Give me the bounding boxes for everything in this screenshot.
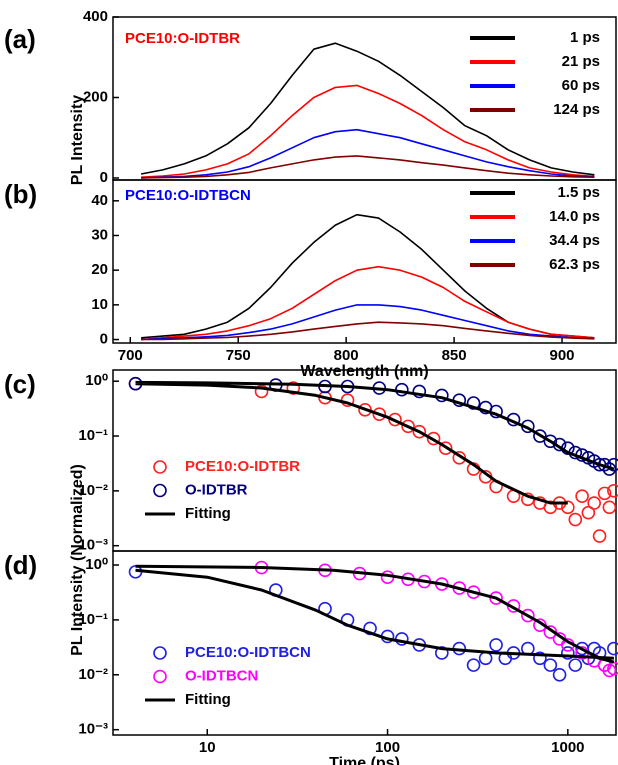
y-tick-label: 10⁰ — [85, 556, 108, 573]
y-tick-label: 0 — [100, 169, 108, 186]
panel-label: (c) — [4, 369, 36, 399]
data-point — [533, 651, 547, 666]
series-line — [141, 213, 595, 339]
y-tick-label: 40 — [91, 192, 108, 209]
legend-swatch — [153, 669, 167, 684]
data-point — [401, 419, 415, 434]
panel-label: (d) — [4, 550, 37, 580]
y-tick-label: 10 — [91, 296, 108, 313]
y-axis-title: PL Intensity — [69, 95, 86, 185]
data-point — [602, 462, 617, 476]
series-line — [141, 128, 595, 179]
x-axis-title: Wavelength (nm) — [300, 363, 428, 380]
y-tick-label: 20 — [91, 261, 108, 278]
data-point — [568, 658, 583, 672]
panel-label: (b) — [4, 179, 37, 209]
y-axis-title: PL Intensity (Normalized) — [69, 464, 86, 656]
x-tick-label: 850 — [442, 347, 467, 364]
legend-label: PCE10:O-IDTBCN — [185, 644, 311, 661]
data-point — [254, 384, 269, 399]
x-tick-label: 100 — [375, 739, 400, 756]
y-tick-label: 30 — [91, 226, 108, 243]
data-point — [412, 424, 427, 439]
series-line — [141, 321, 595, 341]
data-point — [466, 658, 481, 672]
data-point — [561, 500, 575, 515]
data-point — [607, 484, 618, 498]
legend-label: 1.5 ps — [557, 184, 600, 201]
data-point — [533, 429, 547, 443]
legend-label: 62.3 ps — [549, 256, 600, 273]
legend-label: 1 ps — [570, 29, 600, 46]
panel-label: (a) — [4, 24, 36, 54]
legend-label: 34.4 ps — [549, 232, 600, 249]
legend-label: O-IDTBR — [185, 481, 248, 498]
legend-label: Fitting — [185, 691, 231, 708]
data-point — [581, 505, 596, 520]
data-point — [543, 658, 558, 672]
x-tick-label: 900 — [550, 347, 575, 364]
y-tick-label: 400 — [83, 8, 108, 25]
data-point — [575, 489, 589, 503]
data-point — [543, 434, 558, 449]
data-point — [286, 381, 301, 395]
x-tick-label: 800 — [334, 347, 359, 364]
y-tick-label: 10⁻¹ — [78, 611, 108, 628]
data-point — [478, 651, 493, 666]
x-tick-label: 750 — [226, 347, 251, 364]
data-point — [561, 646, 575, 660]
y-tick-label: 10⁰ — [85, 372, 108, 389]
legend-label: Fitting — [185, 505, 231, 522]
sample-label: PCE10:O-IDTBCN — [125, 187, 251, 204]
data-point — [607, 641, 618, 656]
legend-label: O-IDTBCN — [185, 667, 258, 684]
x-tick-label: 1000 — [551, 739, 584, 756]
data-point — [568, 512, 583, 527]
series-line — [140, 42, 595, 176]
data-point — [438, 441, 453, 455]
x-tick-label: 700 — [118, 347, 143, 364]
y-tick-label: 10⁻³ — [78, 721, 108, 738]
series-line — [135, 380, 615, 505]
legend-label: 21 ps — [562, 53, 600, 70]
series-line — [141, 84, 595, 178]
data-point — [435, 646, 449, 660]
data-point — [372, 407, 387, 422]
data-point — [607, 457, 618, 472]
data-point — [607, 661, 618, 676]
legend-swatch — [153, 460, 167, 474]
data-point — [597, 486, 612, 501]
legend-label: 14.0 ps — [549, 208, 600, 225]
legend-label: 60 ps — [562, 77, 600, 94]
legend-swatch — [153, 483, 167, 498]
legend-label: PCE10:O-IDTBR — [185, 458, 300, 475]
data-point — [602, 500, 617, 515]
data-point — [489, 638, 503, 652]
x-tick-label: 10 — [199, 739, 216, 756]
data-point — [521, 608, 535, 623]
plot-frame — [112, 179, 617, 344]
y-tick-label: 10⁻² — [78, 666, 108, 683]
data-point — [552, 667, 567, 682]
series-line — [141, 304, 595, 341]
series-line — [141, 265, 595, 341]
legend-label: 124 ps — [553, 101, 600, 118]
series-line — [141, 155, 595, 179]
data-point — [466, 396, 481, 410]
data-point — [587, 496, 601, 510]
series-line — [135, 564, 615, 664]
y-tick-label: 10⁻³ — [78, 537, 108, 554]
y-tick-label: 10⁻¹ — [78, 427, 108, 444]
data-point — [426, 431, 441, 446]
y-tick-label: 0 — [100, 331, 108, 348]
y-tick-label: 10⁻² — [78, 482, 108, 499]
sample-label: PCE10:O-IDTBR — [125, 30, 240, 47]
data-point — [592, 529, 607, 543]
data-point — [412, 384, 427, 399]
y-tick-label: 200 — [83, 88, 108, 105]
legend-swatch — [153, 646, 167, 660]
x-axis-title: Time (ps) — [329, 755, 400, 765]
